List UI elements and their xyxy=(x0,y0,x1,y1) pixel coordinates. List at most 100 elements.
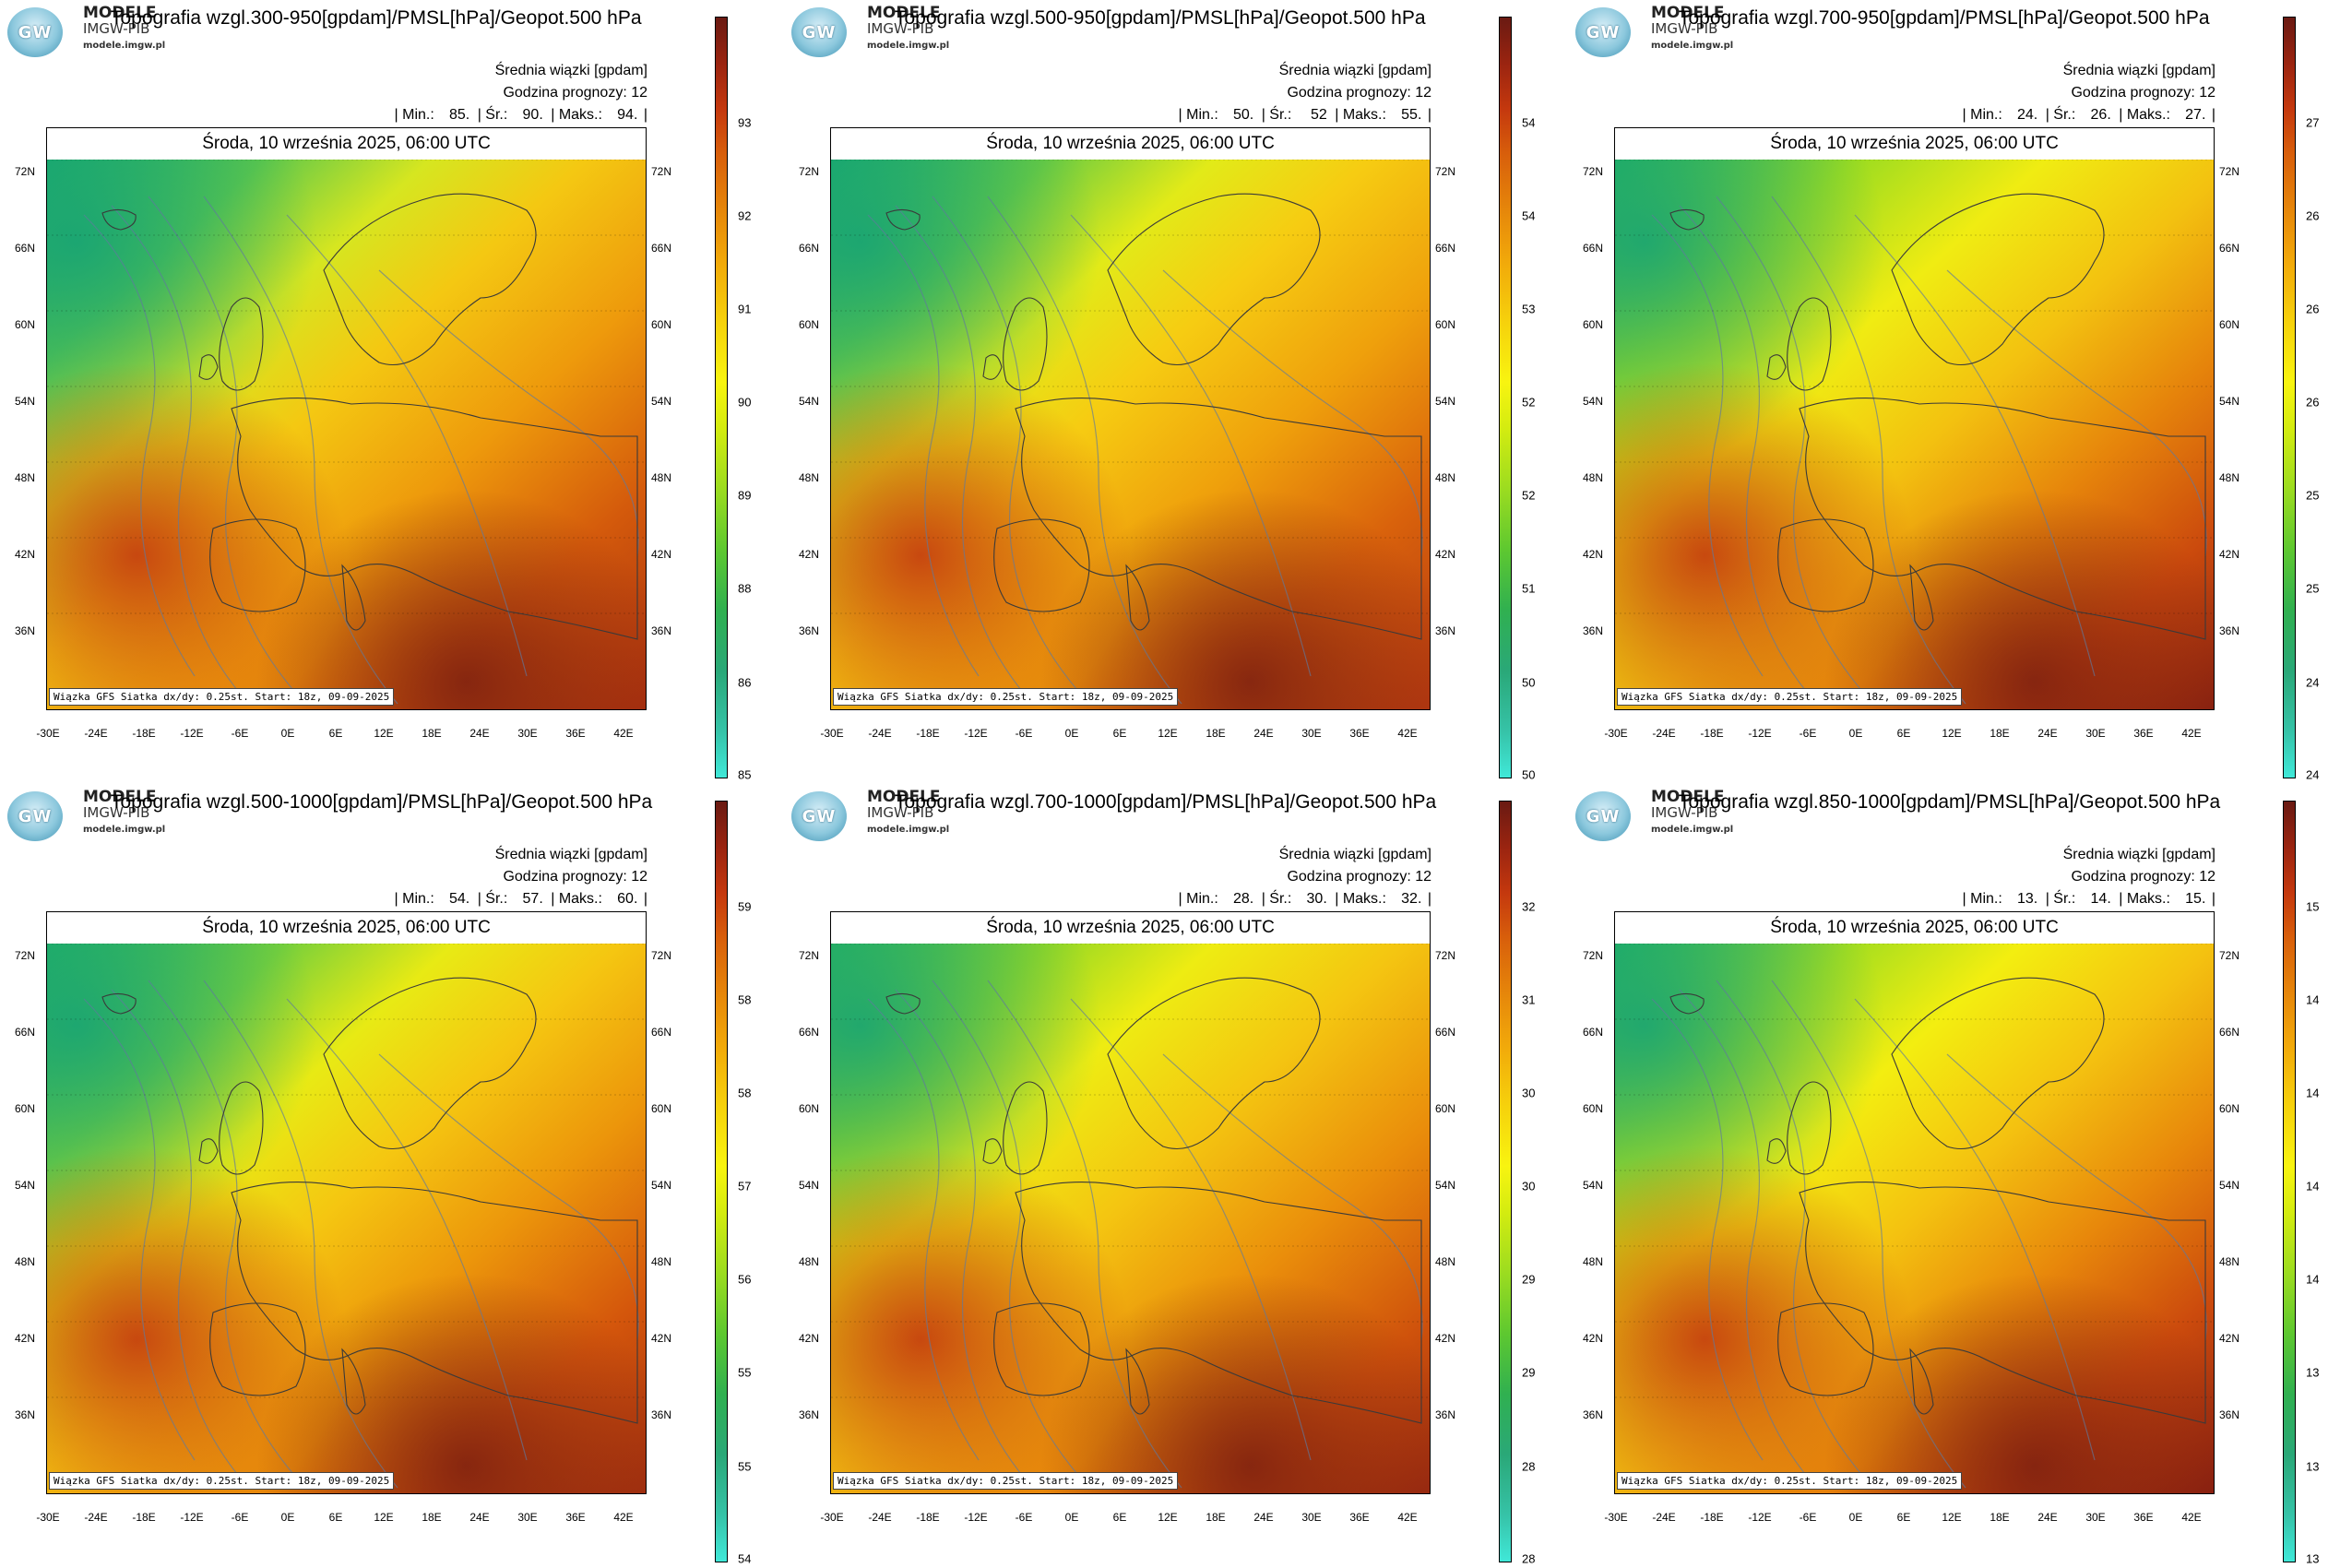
map-area[interactable]: Wiązka GFS Siatka dx/dy: 0.25st. Start: … xyxy=(47,160,646,709)
colorbar-tick: 28 xyxy=(1522,1551,1536,1566)
stat-min: 54. xyxy=(449,891,470,907)
lat-label-right: 54N xyxy=(1435,1179,1456,1192)
lat-label-left: 36N xyxy=(799,624,820,637)
lat-label-left: 54N xyxy=(1583,1179,1604,1192)
brand-url: modele.imgw.pl xyxy=(83,825,166,835)
lon-label: -12E xyxy=(964,1511,988,1524)
lat-label-left: 66N xyxy=(799,1026,820,1039)
stat-min-label: | Min.: xyxy=(1962,891,2002,907)
colorbar-tick: 52 xyxy=(1522,488,1536,503)
plot-frame: Środa, 10 września 2025, 06:00 UTC xyxy=(830,127,1431,710)
lat-label-right: 48N xyxy=(2219,1255,2240,1268)
lat-label-left: 36N xyxy=(15,624,36,637)
lat-label-left: 48N xyxy=(15,1255,36,1268)
coastlines xyxy=(1669,193,2206,640)
colorbar-tick: 50 xyxy=(1522,767,1536,782)
lat-label-right: 36N xyxy=(2219,1408,2240,1421)
imgw-logo: GW xyxy=(7,7,63,57)
colorbar-tick: 56 xyxy=(738,1272,752,1287)
stat-avg-label: | Śr.: xyxy=(477,891,508,907)
panel-title: Topografia wzgl.850-1000[gpdam]/PMSL[hPa… xyxy=(1679,791,2221,813)
imgw-logo: GW xyxy=(7,791,63,841)
lat-label-right: 72N xyxy=(1435,949,1456,962)
panel-title: Topografia wzgl.500-950[gpdam]/PMSL[hPa]… xyxy=(895,7,1426,29)
isobars xyxy=(867,980,1423,1489)
forecast-hour: Godzina prognozy: 12 xyxy=(503,869,647,885)
lat-label-right: 42N xyxy=(651,548,672,561)
date-line: Środa, 10 września 2025, 06:00 UTC xyxy=(831,128,1430,160)
panel-title: Topografia wzgl.500-1000[gpdam]/PMSL[hPa… xyxy=(111,791,653,813)
brand-sub: IMGW-PIB xyxy=(83,20,150,37)
lon-label: -12E xyxy=(964,727,988,740)
lat-label-left: 66N xyxy=(15,1026,36,1039)
brand-url: modele.imgw.pl xyxy=(1651,41,1734,51)
lat-label-right: 60N xyxy=(651,1102,672,1115)
lon-label: 42E xyxy=(1397,1511,1418,1524)
lat-label-left: 42N xyxy=(799,548,820,561)
map-panel-4: GW MODELE IMGW-PIB modele.imgw.pl Topogr… xyxy=(0,784,784,1568)
warm-region-south xyxy=(47,160,646,709)
lat-label-right: 36N xyxy=(651,1408,672,1421)
stat-min-label: | Min.: xyxy=(1178,107,1218,123)
lat-label-left: 42N xyxy=(15,548,36,561)
colorbar-tick: 13 xyxy=(2306,1365,2320,1380)
logo-text: GW xyxy=(1586,806,1621,826)
map-area[interactable]: Wiązka GFS Siatka dx/dy: 0.25st. Start: … xyxy=(47,944,646,1493)
lon-label: 0E xyxy=(280,1511,295,1524)
lon-label: -18E xyxy=(916,727,940,740)
colorbar-tick: 14 xyxy=(2306,1272,2320,1287)
imgw-logo: GW xyxy=(791,7,847,57)
lat-label-right: 72N xyxy=(2219,165,2240,178)
mean-label: Średnia wiązki [gpdam] xyxy=(1278,847,1431,862)
colorbar-tick: 27 xyxy=(2306,115,2320,130)
colorbar xyxy=(715,17,728,778)
brand-url: modele.imgw.pl xyxy=(83,41,166,51)
lon-label: 24E xyxy=(2037,1511,2058,1524)
lon-label: -6E xyxy=(1799,727,1817,740)
model-footer: Wiązka GFS Siatka dx/dy: 0.25st. Start: … xyxy=(49,688,395,706)
stat-max: 15. xyxy=(2185,891,2206,907)
lon-label: -6E xyxy=(1015,727,1033,740)
mean-label: Średnia wiązki [gpdam] xyxy=(1278,63,1431,78)
plot-frame: Środa, 10 września 2025, 06:00 UTC xyxy=(46,127,647,710)
colorbar-tick: 55 xyxy=(738,1459,752,1474)
lat-label-left: 72N xyxy=(1583,949,1604,962)
warm-region-south xyxy=(1615,944,2214,1493)
mean-label: Średnia wiązki [gpdam] xyxy=(2062,63,2215,78)
model-footer: Wiązka GFS Siatka dx/dy: 0.25st. Start: … xyxy=(833,1472,1179,1490)
warm-region-south xyxy=(47,944,646,1493)
stats-line: | Min.: 13. | Śr.: 14. | Maks.: 15. | xyxy=(1962,891,2215,907)
map-area[interactable]: Wiązka GFS Siatka dx/dy: 0.25st. Start: … xyxy=(831,160,1430,709)
lat-label-left: 36N xyxy=(1583,624,1604,637)
map-area[interactable]: Wiązka GFS Siatka dx/dy: 0.25st. Start: … xyxy=(1615,160,2214,709)
lon-label: 12E xyxy=(1942,727,1962,740)
map-area[interactable]: Wiązka GFS Siatka dx/dy: 0.25st. Start: … xyxy=(1615,944,2214,1493)
lat-label-right: 36N xyxy=(1435,1408,1456,1421)
mean-label: Średnia wiązki [gpdam] xyxy=(494,63,647,78)
lon-label: 12E xyxy=(1158,1511,1178,1524)
lon-label: 30E xyxy=(2085,727,2106,740)
plot-frame: Środa, 10 września 2025, 06:00 UTC xyxy=(1614,127,2215,710)
lon-label: 42E xyxy=(613,727,634,740)
lon-label: 36E xyxy=(565,1511,586,1524)
lat-label-right: 66N xyxy=(651,1026,672,1039)
stat-avg: 26. xyxy=(2090,107,2111,123)
colorbar-tick: 26 xyxy=(2306,302,2320,316)
lon-label: 18E xyxy=(422,727,442,740)
map-area[interactable]: Wiązka GFS Siatka dx/dy: 0.25st. Start: … xyxy=(831,944,1430,1493)
lat-label-right: 48N xyxy=(651,471,672,484)
lat-label-right: 42N xyxy=(2219,1332,2240,1345)
lat-label-left: 66N xyxy=(799,242,820,255)
lon-label: 0E xyxy=(1848,727,1863,740)
brand-sub: IMGW-PIB xyxy=(1651,20,1718,37)
lat-label-right: 42N xyxy=(1435,1332,1456,1345)
forecast-hour: Godzina prognozy: 12 xyxy=(2071,85,2215,101)
lon-label: 18E xyxy=(1206,727,1226,740)
model-footer: Wiązka GFS Siatka dx/dy: 0.25st. Start: … xyxy=(1617,1472,1963,1490)
map-panel-3: GW MODELE IMGW-PIB modele.imgw.pl Topogr… xyxy=(1568,0,2352,784)
stat-avg-label: | Śr.: xyxy=(477,107,508,123)
stat-min: 13. xyxy=(2017,891,2038,907)
colorbar xyxy=(2283,17,2296,778)
graticule xyxy=(831,944,1430,1398)
colorbar-tick: 58 xyxy=(738,992,752,1007)
